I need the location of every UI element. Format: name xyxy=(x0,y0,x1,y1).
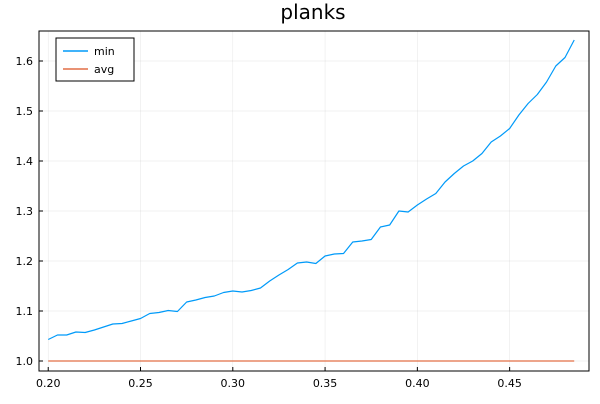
x-tick-label: 0.45 xyxy=(497,377,522,390)
x-tick-label: 0.25 xyxy=(128,377,153,390)
series-lines xyxy=(47,39,575,362)
y-tick-label: 1.0 xyxy=(16,355,34,368)
y-tick-label: 1.5 xyxy=(16,105,34,118)
x-tick-label: 0.35 xyxy=(313,377,338,390)
legend-label-min: min xyxy=(94,45,115,58)
y-tick-label: 1.2 xyxy=(16,255,34,268)
y-tick-label: 1.4 xyxy=(16,155,34,168)
legend-label-avg: avg xyxy=(94,63,114,76)
legend: min avg xyxy=(55,37,135,82)
chart-title: planks xyxy=(280,0,345,24)
legend-box xyxy=(55,37,135,82)
series-line-min xyxy=(47,39,575,341)
axis-ticks xyxy=(39,60,511,371)
y-tick-label: 1.1 xyxy=(16,305,34,318)
x-tick-label: 0.40 xyxy=(405,377,430,390)
y-tick-label: 1.6 xyxy=(16,55,34,68)
plot-frame xyxy=(38,30,590,372)
y-axis-tick-labels: 1.0 1.1 1.2 1.3 1.4 1.5 1.6 xyxy=(16,55,34,368)
grid-lines xyxy=(39,31,589,371)
x-tick-label: 0.20 xyxy=(36,377,61,390)
x-tick-label: 0.30 xyxy=(221,377,246,390)
x-axis-tick-labels: 0.20 0.25 0.30 0.35 0.40 0.45 xyxy=(36,377,522,390)
y-tick-label: 1.3 xyxy=(16,205,34,218)
